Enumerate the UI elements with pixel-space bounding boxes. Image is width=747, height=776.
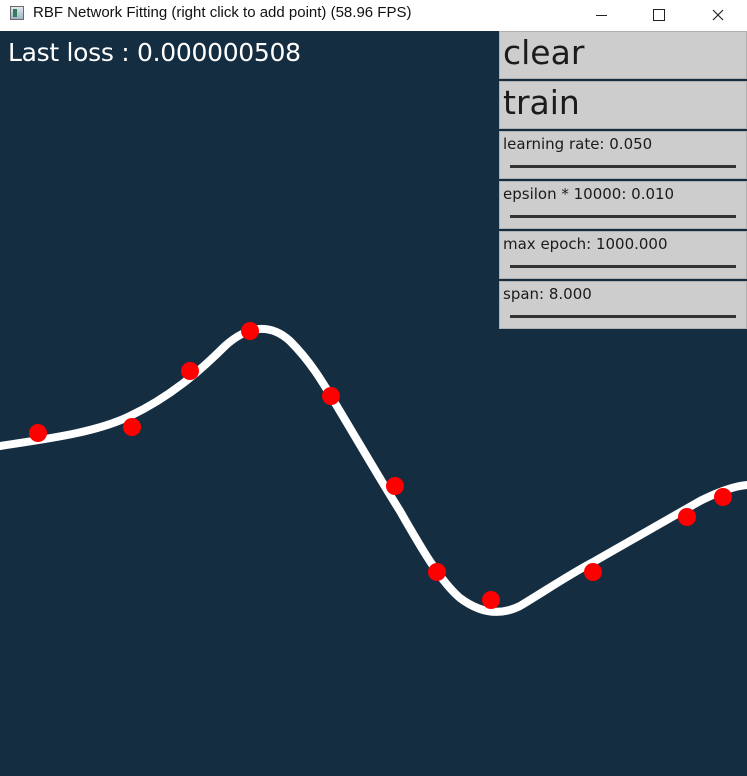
app-icon: [10, 6, 24, 20]
slider-label: learning rate: 0.050: [503, 135, 653, 153]
training-point[interactable]: [29, 424, 47, 442]
fitted-curve: [0, 324, 747, 616]
learning-rate-slider[interactable]: learning rate: 0.050: [499, 131, 747, 179]
training-point[interactable]: [123, 418, 141, 436]
slider-label: max epoch: 1000.000: [503, 235, 668, 253]
train-button[interactable]: train: [499, 81, 747, 129]
training-point[interactable]: [322, 387, 340, 405]
slider-label: span: 8.000: [503, 285, 592, 303]
slider-track[interactable]: [510, 215, 736, 218]
maximize-button[interactable]: [630, 0, 688, 30]
maximize-icon: [653, 9, 665, 21]
epsilon-slider[interactable]: epsilon * 10000: 0.010: [499, 181, 747, 229]
span-slider[interactable]: span: 8.000: [499, 281, 747, 329]
training-point[interactable]: [678, 508, 696, 526]
training-point[interactable]: [241, 322, 259, 340]
loss-readout: Last loss : 0.000000508: [8, 38, 301, 67]
slider-label: epsilon * 10000: 0.010: [503, 185, 675, 203]
training-point[interactable]: [386, 477, 404, 495]
slider-track[interactable]: [510, 265, 736, 268]
training-point[interactable]: [181, 362, 199, 380]
training-point[interactable]: [482, 591, 500, 609]
minimize-button[interactable]: [572, 0, 630, 30]
training-point[interactable]: [584, 563, 602, 581]
close-icon: [712, 9, 724, 21]
plot-svg: [0, 322, 747, 616]
window-title: RBF Network Fitting (right click to add …: [33, 4, 412, 21]
control-panel: clear train learning rate: 0.050 epsilon…: [499, 31, 747, 331]
minimize-icon: [595, 14, 607, 16]
training-point[interactable]: [428, 563, 446, 581]
title-bar: RBF Network Fitting (right click to add …: [0, 0, 747, 31]
clear-button[interactable]: clear: [499, 31, 747, 79]
slider-track[interactable]: [510, 315, 736, 318]
slider-track[interactable]: [510, 165, 736, 168]
plot-canvas[interactable]: Last loss : 0.000000508 clear train lear…: [0, 31, 747, 776]
max-epoch-slider[interactable]: max epoch: 1000.000: [499, 231, 747, 279]
close-button[interactable]: [689, 0, 747, 30]
training-point[interactable]: [714, 488, 732, 506]
